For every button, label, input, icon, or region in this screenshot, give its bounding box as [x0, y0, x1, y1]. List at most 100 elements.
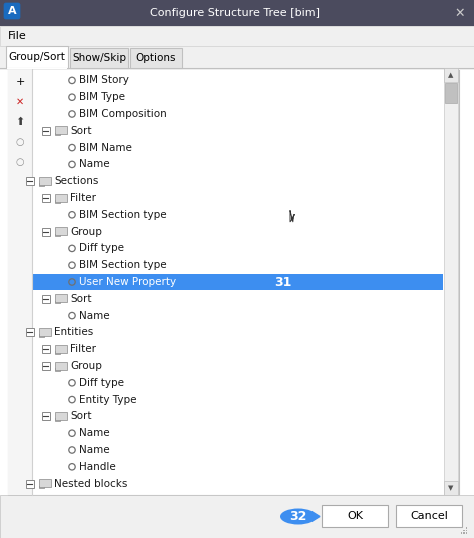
Text: ▲: ▲	[448, 72, 454, 78]
Polygon shape	[39, 335, 44, 337]
Bar	[0, 46, 474, 70]
Text: BIM Section type: BIM Section type	[79, 260, 167, 270]
Polygon shape	[55, 133, 60, 135]
Text: Show/Skip: Show/Skip	[72, 53, 126, 63]
Polygon shape	[55, 419, 60, 421]
Bar	[461, 532, 463, 534]
Text: Name: Name	[79, 159, 109, 169]
Bar	[6, 46, 68, 68]
Bar	[55, 227, 67, 235]
Polygon shape	[39, 486, 44, 488]
Text: BIM Composition: BIM Composition	[79, 109, 167, 119]
Text: BIM Story: BIM Story	[79, 75, 129, 86]
Text: 32: 32	[289, 510, 307, 523]
Bar	[444, 481, 458, 495]
Bar	[55, 412, 67, 420]
Bar	[26, 328, 34, 336]
Text: Entities: Entities	[54, 328, 93, 337]
Text: Diff type: Diff type	[79, 243, 124, 253]
Bar	[466, 527, 467, 528]
Bar	[444, 68, 458, 495]
Text: Sort: Sort	[70, 412, 91, 421]
Polygon shape	[55, 351, 60, 353]
Text: ⬆: ⬆	[15, 117, 25, 127]
Bar	[464, 529, 465, 531]
Text: +: +	[15, 77, 25, 87]
Text: Options: Options	[136, 53, 176, 63]
Text: Sort: Sort	[70, 126, 91, 136]
Text: 31: 31	[274, 275, 292, 288]
Text: BIM Type: BIM Type	[79, 92, 125, 102]
Text: BIM Section type: BIM Section type	[79, 210, 167, 220]
Bar	[55, 294, 67, 302]
Bar	[42, 228, 50, 236]
Text: OK: OK	[347, 511, 363, 521]
Text: Configure Structure Tree [bim]: Configure Structure Tree [bim]	[150, 8, 320, 18]
Polygon shape	[55, 233, 60, 236]
Bar	[396, 505, 462, 527]
Polygon shape	[55, 368, 60, 371]
Bar	[42, 127, 50, 135]
Bar	[39, 328, 51, 336]
Text: Filter: Filter	[70, 344, 96, 354]
Text: Group: Group	[70, 361, 102, 371]
Bar	[70, 48, 128, 68]
Bar	[0, 495, 474, 538]
Text: Group/Sort: Group/Sort	[9, 52, 65, 62]
Text: File: File	[8, 31, 27, 41]
Bar	[55, 194, 67, 202]
Bar	[42, 295, 50, 303]
Text: ✕: ✕	[455, 6, 465, 19]
Text: Name: Name	[79, 310, 109, 321]
Polygon shape	[39, 183, 44, 186]
Text: Diff type: Diff type	[79, 378, 124, 388]
Bar	[466, 532, 467, 534]
Text: Entity Type: Entity Type	[79, 394, 137, 405]
Ellipse shape	[260, 274, 304, 290]
Text: A: A	[8, 6, 16, 16]
Text: ▼: ▼	[448, 485, 454, 491]
Bar	[0, 0, 474, 26]
Polygon shape	[55, 301, 60, 303]
Ellipse shape	[280, 508, 316, 525]
Text: Filter: Filter	[70, 193, 96, 203]
Bar	[42, 345, 50, 353]
Bar	[39, 176, 51, 185]
Bar	[466, 529, 467, 531]
Bar	[55, 126, 67, 134]
Polygon shape	[312, 512, 320, 521]
Text: ○: ○	[16, 137, 24, 147]
Bar	[464, 532, 465, 534]
Text: Handle: Handle	[79, 462, 116, 472]
Bar	[7, 67, 67, 69]
Polygon shape	[55, 200, 60, 202]
Bar	[42, 362, 50, 370]
FancyBboxPatch shape	[4, 3, 20, 19]
Bar	[130, 48, 182, 68]
Text: Group: Group	[70, 226, 102, 237]
Text: BIM Name: BIM Name	[79, 143, 132, 153]
Bar	[0, 26, 474, 46]
Bar	[322, 505, 388, 527]
Bar	[445, 83, 457, 103]
Bar	[8, 68, 459, 495]
Text: Name: Name	[79, 445, 109, 455]
Text: ○: ○	[16, 157, 24, 167]
Polygon shape	[290, 211, 294, 222]
Bar	[33, 274, 443, 291]
Polygon shape	[254, 277, 262, 287]
Bar	[444, 68, 458, 82]
Text: Name: Name	[79, 428, 109, 438]
Bar	[55, 345, 67, 353]
Text: Sections: Sections	[54, 176, 99, 186]
Text: User New Property: User New Property	[79, 277, 176, 287]
Bar	[55, 362, 67, 370]
Bar	[26, 479, 34, 487]
Text: ✕: ✕	[16, 97, 24, 107]
Bar	[42, 413, 50, 420]
Text: Nested blocks: Nested blocks	[54, 479, 128, 489]
Bar	[8, 68, 32, 495]
Text: Cancel: Cancel	[410, 511, 448, 521]
Bar	[26, 177, 34, 185]
Bar	[39, 479, 51, 487]
